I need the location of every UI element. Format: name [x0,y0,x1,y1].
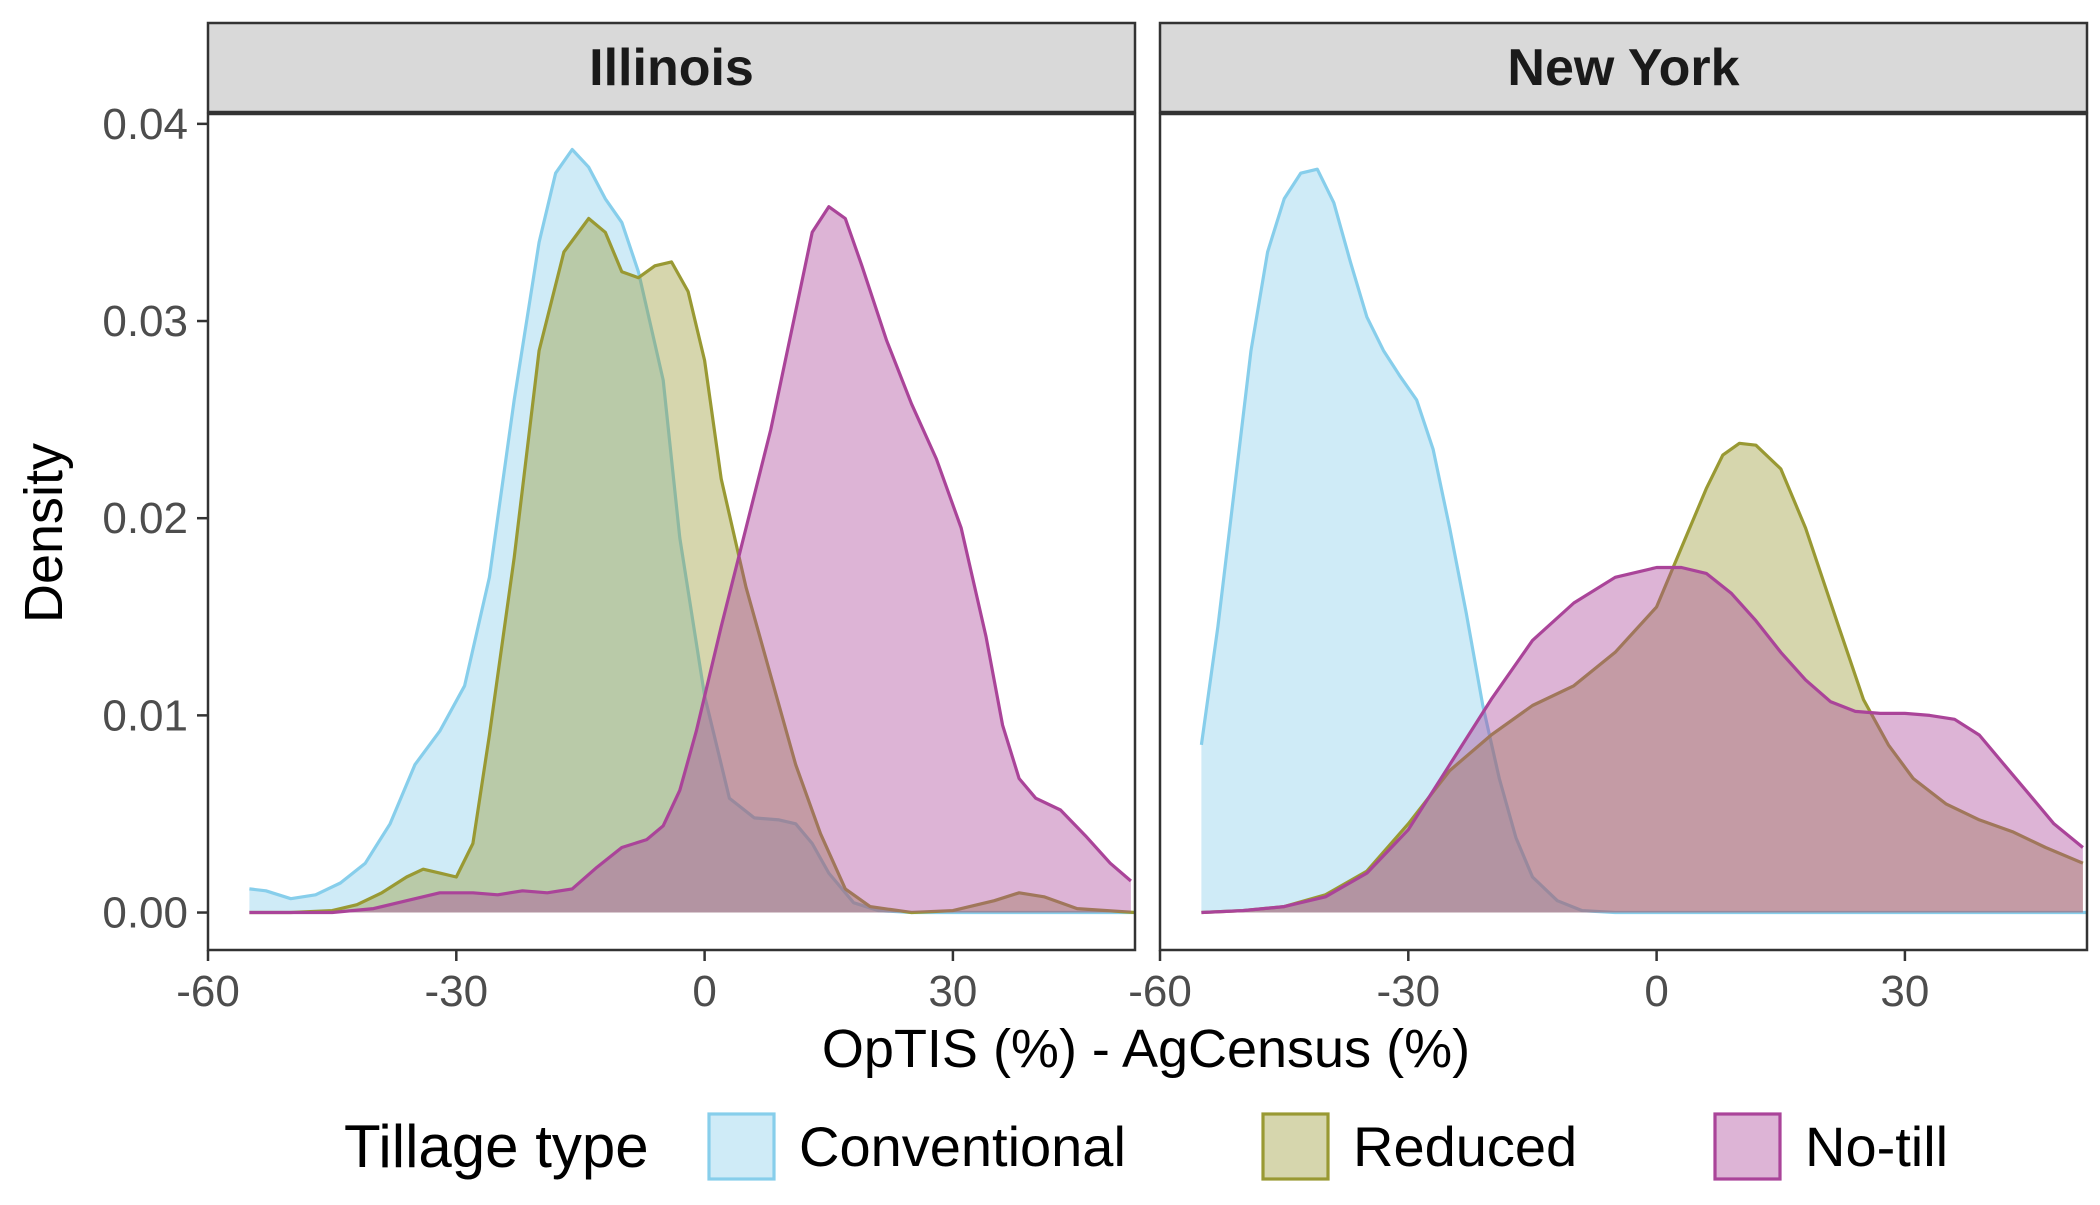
density-line-reduced [249,216,1136,915]
density-area-no-till [1201,567,2083,913]
legend: Tillage type Conventional Reduced No-till [344,1112,1948,1181]
legend-key [1261,1112,1330,1181]
panel-border [206,112,1137,952]
legend-key [1713,1112,1782,1181]
density-line-no-till [249,205,1132,915]
legend-item-reduced: Reduced [1261,1112,1577,1181]
panel-border [1158,112,2089,952]
x-tick-label: 0 [692,967,716,1016]
density-line-no-till [1201,565,2084,915]
panel-illinois: Illinois -60 -30 0 30 0.00 0.01 0.02 0.03 0.04 [102,21,1137,1016]
x-axis: -60 -30 0 30 [176,950,977,1016]
x-tick-label: -30 [1377,967,1441,1016]
facet-strip [206,21,1137,114]
x-tick-label: 0 [1644,967,1668,1016]
y-tick-label: 0.03 [102,297,188,346]
density-area-conventional [249,149,1135,913]
y-tick-label: 0.01 [102,691,188,740]
legend-key-bg [1713,1112,1782,1181]
density-line-reduced [1201,441,2084,915]
y-tick-label: 0.04 [102,100,188,149]
legend-title: Tillage type [344,1113,649,1180]
panel-new-york: New York -60 -30 0 30 [1128,21,2089,1016]
facet-strip-label: New York [1507,39,1739,97]
density-area-reduced [249,218,1135,913]
x-tick-label: 30 [928,967,977,1016]
density-areas [249,147,1136,915]
panels: Illinois -60 -30 0 30 0.00 0.01 0.02 0.03 0.04 New… [102,21,2089,1016]
y-tick-label: 0.00 [102,889,188,938]
x-tick-label: -60 [176,967,240,1016]
legend-item-no-till: No-till [1713,1112,1948,1181]
density-areas [1199,167,2087,915]
legend-item-conventional: Conventional [707,1112,1126,1181]
legend-key-bg [707,1112,776,1181]
density-line-conventional [1199,167,2087,915]
x-tick-label: -30 [425,967,489,1016]
density-area-no-till [249,206,1131,913]
legend-label: Reduced [1353,1115,1577,1178]
x-axis: -60 -30 0 30 [1128,950,1929,1016]
legend-items: Conventional Reduced No-till [707,1112,1948,1181]
facet-strip-label: Illinois [589,39,754,97]
density-area-reduced [1201,443,2083,913]
y-axis: 0.00 0.01 0.02 0.03 0.04 [102,100,208,938]
x-axis-title: OpTIS (%) - AgCensus (%) [822,1019,1470,1079]
y-tick-label: 0.02 [102,494,188,543]
legend-label: Conventional [799,1115,1126,1178]
density-area-conventional [1201,169,2087,913]
x-tick-label: 30 [1880,967,1929,1016]
facet-strip [1158,21,2089,114]
density-line-conventional [249,147,1135,915]
y-axis-title: Density [14,443,74,623]
x-tick-label: -60 [1128,967,1192,1016]
legend-label: No-till [1805,1115,1948,1178]
legend-key-bg [1261,1112,1330,1181]
legend-key [707,1112,776,1181]
